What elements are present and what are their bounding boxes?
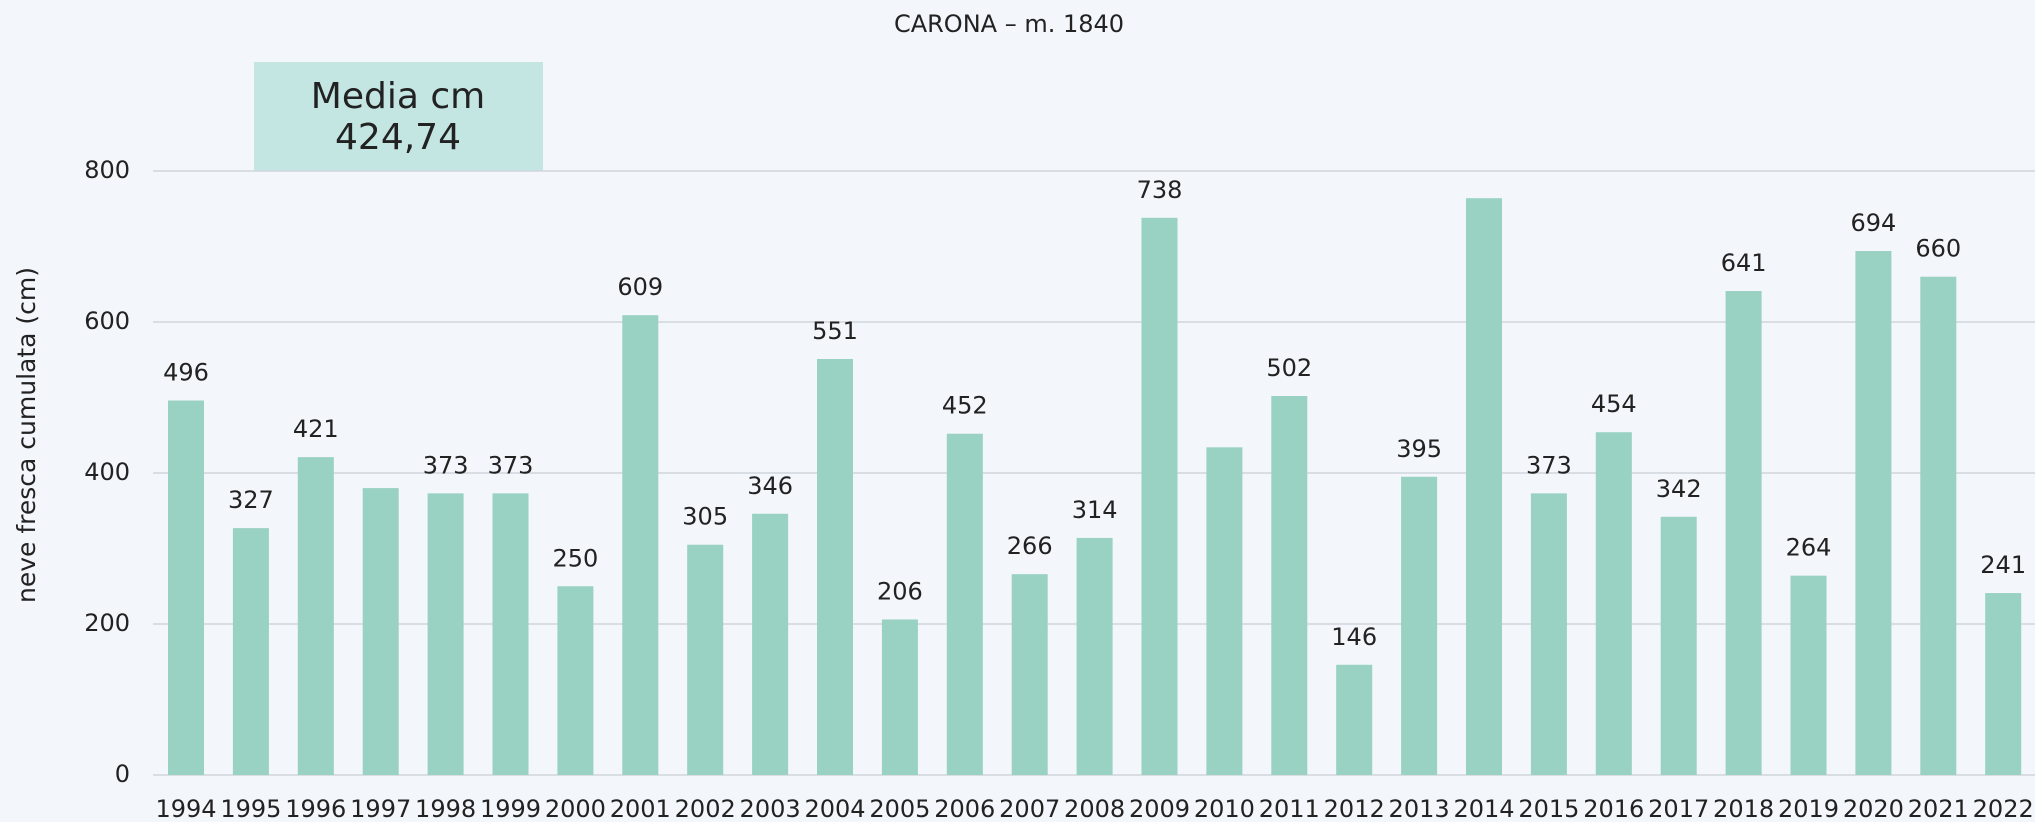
data-label: 314 <box>1072 496 1118 524</box>
x-tick-label: 2014 <box>1453 795 1514 822</box>
x-tick-label: 2021 <box>1908 795 1969 822</box>
bar <box>1336 664 1373 775</box>
x-tick-label: 2013 <box>1389 795 1450 822</box>
x-tick-label: 2011 <box>1259 795 1320 822</box>
bar <box>427 493 464 775</box>
y-tick-label: 200 <box>84 609 130 637</box>
bar <box>492 493 529 775</box>
data-label: 241 <box>1980 551 2026 579</box>
x-tick-label: 1994 <box>155 795 216 822</box>
bar <box>752 513 789 775</box>
annotation-text: Media cm <box>311 76 485 117</box>
bar <box>168 400 204 775</box>
data-label: 454 <box>1591 390 1637 418</box>
data-label: 342 <box>1656 475 1702 503</box>
x-tick-label: 1997 <box>350 795 411 822</box>
x-tick-label: 1998 <box>415 795 476 822</box>
x-tick-label: 2007 <box>999 795 1060 822</box>
data-label: 206 <box>877 577 923 605</box>
x-tick-label: 2005 <box>869 795 930 822</box>
bar <box>1985 593 2022 775</box>
x-tick-label: 2000 <box>545 795 606 822</box>
data-label: 373 <box>1526 451 1572 479</box>
data-label: 305 <box>682 503 728 531</box>
bar <box>1595 432 1632 775</box>
data-label: 641 <box>1721 249 1767 277</box>
data-label: 373 <box>488 451 534 479</box>
x-tick-label: 2009 <box>1129 795 1190 822</box>
y-axis-label: neve fresca cumulata (cm) <box>12 267 41 603</box>
data-label: 551 <box>812 317 858 345</box>
y-tick-label: 800 <box>84 156 130 184</box>
x-tick-label: 2003 <box>740 795 801 822</box>
data-label: 395 <box>1396 435 1442 463</box>
annotation-box <box>254 62 543 171</box>
data-label: 660 <box>1915 235 1961 263</box>
bar <box>1011 574 1048 775</box>
bar <box>1855 251 1892 775</box>
x-tick-label: 2016 <box>1583 795 1644 822</box>
data-label: 266 <box>1007 532 1053 560</box>
bar <box>817 358 853 775</box>
x-tick-label: 2015 <box>1518 795 1579 822</box>
data-label: 146 <box>1331 623 1377 651</box>
x-tick-label: 2017 <box>1648 795 1709 822</box>
data-label: 250 <box>552 544 598 572</box>
bar <box>1790 575 1827 775</box>
data-label: 452 <box>942 392 988 420</box>
bar <box>1141 217 1178 775</box>
data-label: 327 <box>228 486 274 514</box>
x-tick-label: 2020 <box>1843 795 1904 822</box>
bar <box>1530 493 1567 775</box>
x-tick-label: 2022 <box>1973 795 2034 822</box>
data-label: 502 <box>1266 354 1312 382</box>
bar <box>687 544 724 775</box>
bar <box>1660 516 1697 775</box>
data-label: 496 <box>163 359 209 387</box>
bar <box>622 315 659 775</box>
x-tick-label: 1996 <box>285 795 346 822</box>
bar <box>1920 276 1957 775</box>
x-tick-label: 2019 <box>1778 795 1839 822</box>
x-tick-label: 2010 <box>1194 795 1255 822</box>
bar <box>297 457 334 775</box>
x-tick-label: 2004 <box>804 795 865 822</box>
bar <box>1725 291 1762 775</box>
data-label: 421 <box>293 415 339 443</box>
bar <box>1076 537 1113 775</box>
data-label: 609 <box>617 273 663 301</box>
x-tick-label: 1995 <box>220 795 281 822</box>
data-label: 373 <box>423 451 469 479</box>
annotation-text: 424,74 <box>335 117 461 158</box>
bar <box>1271 395 1308 775</box>
data-label: 346 <box>747 472 793 500</box>
x-tick-label: 2002 <box>675 795 736 822</box>
data-label: 264 <box>1786 534 1832 562</box>
x-tick-label: 2012 <box>1324 795 1385 822</box>
y-tick-label: 600 <box>84 307 130 335</box>
data-label: 738 <box>1137 176 1183 204</box>
x-tick-label: 2008 <box>1064 795 1125 822</box>
x-tick-label: 1999 <box>480 795 541 822</box>
bar <box>1401 476 1438 775</box>
data-label: 694 <box>1850 209 1896 237</box>
bar <box>557 586 594 775</box>
bar <box>362 488 399 775</box>
bar <box>1466 198 1502 775</box>
bar <box>881 619 918 775</box>
bar <box>946 433 983 775</box>
chart-title: CARONA – m. 1840 <box>894 10 1124 38</box>
x-tick-label: 2018 <box>1713 795 1774 822</box>
y-tick-label: 400 <box>84 458 130 486</box>
x-tick-label: 2001 <box>610 795 671 822</box>
y-tick-label: 0 <box>115 760 130 788</box>
bar <box>232 528 269 775</box>
bar <box>1206 447 1243 775</box>
x-tick-label: 2006 <box>934 795 995 822</box>
